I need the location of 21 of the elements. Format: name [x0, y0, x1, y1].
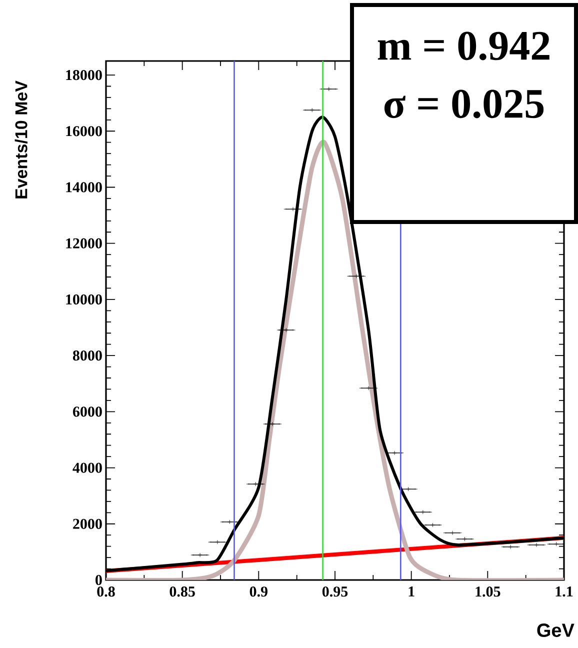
y-tick-label: 18000	[66, 70, 102, 80]
annotation: σ = 0.025	[384, 90, 544, 118]
x-tick-label: 0.9	[250, 586, 268, 597]
y-axis-title: Events/10 MeV	[14, 80, 28, 198]
y-tick-label: 16000	[66, 126, 102, 136]
x-tick-label: 0.95	[322, 586, 348, 597]
x-tick-label: 1.05	[476, 586, 500, 597]
x-tick-label: 1	[408, 586, 414, 596]
y-tick-label: 2000	[73, 518, 102, 529]
text: m = 0.942	[378, 32, 550, 60]
x-tick-label: 0.8	[97, 586, 115, 597]
y-tick-label: 12000	[66, 238, 102, 248]
y-tick-label: 8000	[72, 350, 102, 361]
y-tick-label: 4000	[72, 462, 102, 473]
x-axis-title: GeV	[537, 624, 574, 637]
y-tick-label: 6000	[72, 406, 102, 417]
y-tick-label: 0	[96, 574, 102, 586]
x-tick-label: 0.85	[170, 586, 195, 597]
x-tick-label: 1.1	[556, 586, 573, 597]
y-tick-label: 10000	[66, 294, 102, 305]
y-tick-label: 14000	[66, 182, 102, 192]
